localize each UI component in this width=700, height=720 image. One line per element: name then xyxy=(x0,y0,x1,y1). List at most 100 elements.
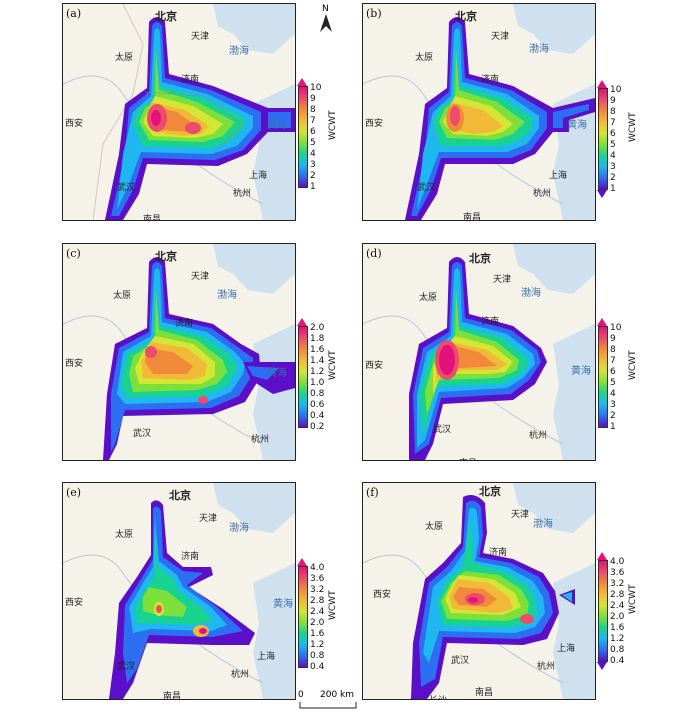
legend-top-arrow-icon xyxy=(597,318,607,326)
city-changsha: 长沙 xyxy=(421,220,439,221)
city-hangzhou: 杭州 xyxy=(233,189,252,199)
legend-tick: 0.8 xyxy=(610,645,625,655)
legend-tick: 0.4 xyxy=(610,656,625,666)
city-hangzhou: 杭州 xyxy=(537,662,556,672)
map-a-svg xyxy=(63,4,295,220)
legend-tick: 2 xyxy=(610,173,616,183)
panel-label: (b) xyxy=(366,7,382,20)
legend-tick: 3 xyxy=(610,162,616,172)
scale-start: 0 xyxy=(298,690,304,700)
legend-tick: 5 xyxy=(310,138,316,148)
city-wuhan: 武汉 xyxy=(451,656,470,666)
legend-tick: 3 xyxy=(310,160,316,170)
city-nanchang: 南昌 xyxy=(459,456,477,460)
legend-tick: 8 xyxy=(310,105,316,115)
panel-label: (e) xyxy=(66,486,82,499)
city-wuhan: 武汉 xyxy=(133,429,152,439)
legend-tick: 0.8 xyxy=(310,651,325,661)
city-xian: 西安 xyxy=(373,590,392,600)
city-jinan: 济南 xyxy=(481,75,500,85)
legend-title: WCWT xyxy=(328,590,338,620)
city-nanchang: 南昌 xyxy=(475,688,494,698)
legend-e: 4.0 3.6 3.2 2.8 2.4 2.0 1.6 1.2 0.8 0.4 … xyxy=(297,558,368,688)
sea-huanghai: 黄海 xyxy=(571,366,591,377)
legend-tick: 2.8 xyxy=(310,596,325,606)
map-panel-f: (f) 北京 天津 太原 济南 西安 武汉 上海 杭州 南昌 长沙 渤海 xyxy=(362,482,596,700)
city-shanghai: 上海 xyxy=(249,171,268,181)
legend-tick: 4.0 xyxy=(610,557,625,567)
legend-tick: 2 xyxy=(310,171,316,181)
legend-tick: 2.4 xyxy=(310,607,325,617)
sea-huanghai: 黄海 xyxy=(267,120,287,131)
map-f-svg xyxy=(363,483,595,699)
legend-colorbar xyxy=(598,560,608,662)
legend-tick: 1 xyxy=(610,422,616,432)
legend-tick: 7 xyxy=(610,118,616,128)
city-jinan: 济南 xyxy=(175,319,194,329)
legend-tick: 0.8 xyxy=(310,389,325,399)
city-beijing: 北京 xyxy=(169,489,191,502)
city-taiyuan: 太原 xyxy=(115,53,134,63)
legend-tick: 2.4 xyxy=(610,601,625,611)
city-hangzhou: 杭州 xyxy=(529,431,548,441)
legend-tick: 0.4 xyxy=(310,411,325,421)
legend-colorbar xyxy=(598,326,608,428)
city-nanchang: 南昌 xyxy=(143,215,162,221)
scale-line-icon xyxy=(299,702,357,709)
legend-title: WCWT xyxy=(628,112,638,142)
legend-tick: 9 xyxy=(610,96,616,106)
sea-huanghai: 黄海 xyxy=(567,120,587,131)
map-panel-b: (b) 北京 天津 太原 济南 西安 武汉 上海 杭州 南昌 长沙 渤海 黄海 xyxy=(362,3,596,221)
legend-title: WCWT xyxy=(628,584,638,614)
sea-bohai: 渤海 xyxy=(217,290,237,301)
city-xian: 西安 xyxy=(65,119,84,129)
legend-tick: 1.6 xyxy=(310,345,325,355)
legend-top-arrow-icon xyxy=(297,78,307,86)
legend-tick: 4 xyxy=(310,149,316,159)
legend-tick: 7 xyxy=(610,356,616,366)
legend-tick: 5 xyxy=(610,140,616,150)
legend-a: 10 9 8 7 6 5 4 3 2 1 WCWT xyxy=(297,78,368,208)
city-wuhan: 武汉 xyxy=(417,183,436,193)
sea-huanghai: 黄海 xyxy=(267,368,287,379)
legend-tick: 3 xyxy=(610,400,616,410)
legend-tick: 10 xyxy=(310,83,322,93)
legend-title: WCWT xyxy=(628,350,638,380)
legend-colorbar xyxy=(298,566,308,668)
city-xian: 西安 xyxy=(65,598,84,608)
city-jinan: 济南 xyxy=(481,317,500,327)
map-panel-a: (a) 北京 天津 太原 济南 西安 武汉 上海 杭州 南昌 长沙 渤海 黄海 xyxy=(62,3,296,221)
scale-bar: 0 200 km xyxy=(298,690,378,716)
map-panel-c: (c) 北京 天津 太原 济南 西安 武汉 杭州 南昌 长沙 渤海 黄海 xyxy=(62,243,296,461)
city-taiyuan: 太原 xyxy=(113,291,132,301)
panel-label: (f) xyxy=(366,486,379,499)
map-d-svg xyxy=(363,244,595,460)
city-wuhan: 武汉 xyxy=(117,662,136,672)
legend-tick: 2.8 xyxy=(610,590,625,600)
legend-tick: 1.0 xyxy=(310,378,325,388)
legend-d: 10 9 8 7 6 5 4 3 2 1 WCWT xyxy=(597,318,668,448)
legend-tick: 3.2 xyxy=(310,585,325,595)
legend-tick: 8 xyxy=(610,107,616,117)
city-jinan: 济南 xyxy=(181,75,200,85)
legend-tick: 1.6 xyxy=(310,629,325,639)
legend-tick: 6 xyxy=(310,127,316,137)
legend-title: WCWT xyxy=(328,350,338,380)
city-beijing: 北京 xyxy=(155,250,177,263)
city-xian: 西安 xyxy=(365,361,384,371)
map-b-svg xyxy=(363,4,595,220)
legend-tick: 2.0 xyxy=(310,323,325,333)
city-beijing: 北京 xyxy=(455,10,477,23)
city-nanchang: 南昌 xyxy=(161,460,179,461)
city-beijing: 北京 xyxy=(469,252,491,265)
legend-f: 4.0 3.6 3.2 2.8 2.4 2.0 1.6 1.2 0.8 0.4 … xyxy=(597,552,668,682)
legend-colorbar xyxy=(598,88,608,190)
north-arrow-icon: N xyxy=(318,4,334,34)
sea-bohai: 渤海 xyxy=(533,519,553,530)
city-tianjin: 天津 xyxy=(191,272,210,282)
legend-top-arrow-icon xyxy=(597,552,607,560)
legend-tick: 1.2 xyxy=(310,367,325,377)
city-tianjin: 天津 xyxy=(493,275,512,285)
sea-huanghai: 黄海 xyxy=(273,599,293,610)
legend-tick: 9 xyxy=(310,94,316,104)
